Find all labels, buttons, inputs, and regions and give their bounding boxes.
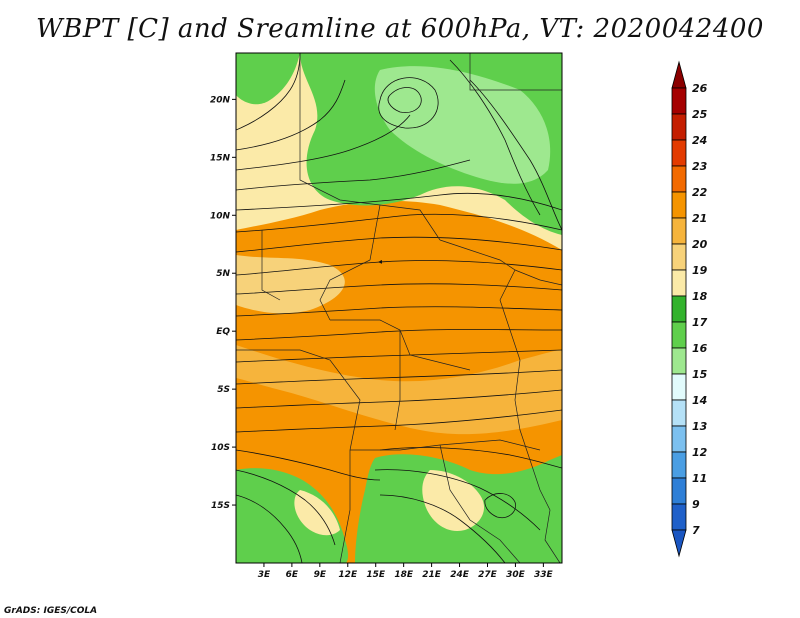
colorbar-swatch [671, 425, 687, 453]
ne-light-green-region [374, 66, 551, 184]
lon-tick-label: 9E [314, 570, 327, 580]
chart-title: WBPT [C] and Sreamline at 600hPa, VT: 20… [36, 14, 764, 44]
colorbar-label: 22 [692, 186, 708, 199]
colorbar-swatch [671, 399, 687, 427]
colorbar-label: 16 [692, 342, 708, 355]
colorbar-label: 14 [692, 394, 707, 407]
lat-tick-label: 5S [217, 385, 230, 395]
colorbar-swatch [671, 321, 687, 349]
colorbar-swatch [671, 139, 687, 167]
colorbar-label: 19 [692, 264, 708, 277]
colorbar-label: 24 [692, 134, 707, 147]
colorbar-swatch [671, 503, 687, 531]
colorbar-swatch [671, 165, 687, 193]
lon-tick-label: 30E [506, 570, 526, 580]
colorbar-label: 23 [692, 160, 708, 173]
colorbar-swatch [671, 269, 687, 297]
colorbar-top-arrow [671, 60, 687, 89]
colorbar-swatch [671, 243, 687, 271]
equatorial-orange-band [236, 345, 562, 435]
colorbar-label: 13 [692, 420, 708, 433]
lon-tick-label: 12E [338, 570, 358, 580]
map-frame [235, 52, 563, 564]
lon-tick-label: 15E [366, 570, 386, 580]
colorbar-swatch [671, 451, 687, 479]
lat-tick-label: 10S [211, 443, 230, 453]
lat-tick-label: 20N [210, 95, 231, 105]
colorbar-label: 25 [692, 108, 708, 121]
lon-tick-label: 24E [450, 570, 470, 580]
lon-tick-label: 6E [286, 570, 299, 580]
colorbar-swatch [671, 295, 687, 323]
lat-tick-label: 15S [211, 501, 230, 511]
lat-tick-label: 5N [216, 269, 230, 279]
streamlines [236, 53, 562, 563]
colorbar-swatch [671, 87, 687, 115]
lon-tick-label: 33E [534, 570, 554, 580]
colorbar: 26 25 24 23 22 21 20 19 18 17 16 15 14 13 12 11 9 7 [671, 60, 708, 558]
lon-tick-label: 21E [422, 570, 442, 580]
colorbar-swatch [671, 477, 687, 505]
colorbar-swatch [671, 373, 687, 401]
colorbar-swatch [671, 217, 687, 245]
colorbar-label: 15 [692, 368, 708, 381]
colorbar-label: 17 [692, 316, 708, 329]
nw-green-region [236, 53, 300, 105]
colorbar-label: 18 [692, 290, 708, 303]
colorbar-label: 9 [692, 498, 700, 511]
sw-yellow-patch [294, 490, 340, 536]
lon-tick-label: 18E [394, 570, 414, 580]
colorbar-swatch [671, 113, 687, 141]
sw-green-region [236, 468, 349, 563]
lat-tick-label: EQ [216, 327, 230, 337]
west-yellow-region [236, 255, 345, 314]
colorbar-label: 7 [692, 524, 700, 537]
lon-tick-label: 3E [258, 570, 271, 580]
colorbar-swatch [671, 191, 687, 219]
longitude-axis: 3E 6E 9E 12E 15E 18E 21E 24E 27E 30E 33E [258, 563, 554, 580]
colorbar-label: 20 [692, 238, 708, 251]
lat-tick-label: 10N [210, 211, 231, 221]
footer-credit: GrADS: IGES/COLA [4, 606, 97, 616]
colorbar-bottom-arrow [671, 529, 687, 558]
country-borders [236, 53, 562, 563]
lat-tick-label: 15N [210, 153, 231, 163]
lon-tick-label: 27E [478, 570, 498, 580]
latitude-axis: 20N 15N 10N 5N EQ 5S 10S 15S [210, 95, 236, 511]
colorbar-label: 11 [692, 472, 707, 485]
se-yellow-patch [422, 470, 485, 531]
colorbar-label: 21 [692, 212, 707, 225]
colorbar-label: 26 [692, 82, 708, 95]
colorbar-swatch [671, 347, 687, 375]
colorbar-label: 12 [692, 446, 708, 459]
